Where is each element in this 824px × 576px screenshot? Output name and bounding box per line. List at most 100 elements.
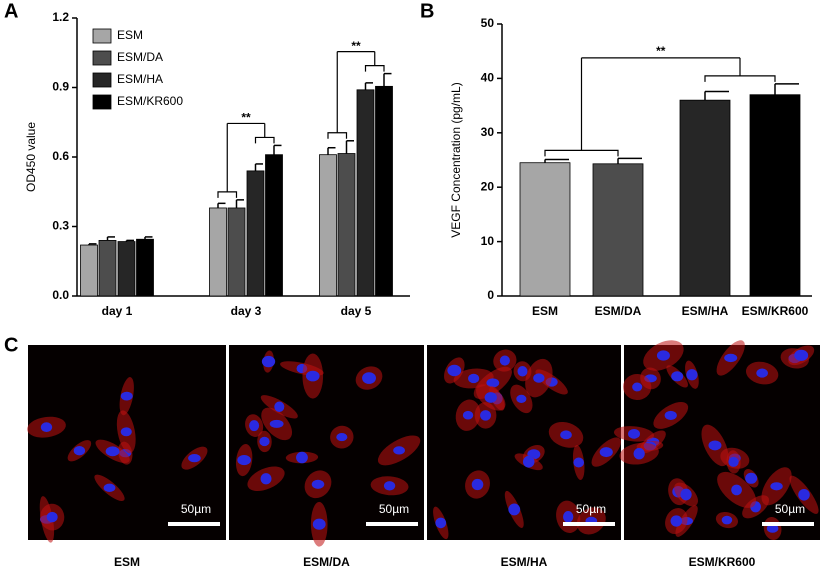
nucleus [671, 371, 684, 382]
nucleus [362, 372, 376, 384]
nucleus [563, 511, 574, 523]
scale-bar [762, 522, 814, 526]
nucleus [462, 410, 474, 420]
nucleus [599, 447, 613, 458]
legend-label: ESM/KR600 [117, 94, 183, 108]
panel-label: C [4, 334, 18, 356]
bracket [704, 75, 776, 82]
nucleus [259, 436, 270, 447]
nucleus [312, 518, 326, 530]
scale-bar [563, 522, 615, 526]
bar [592, 163, 644, 297]
nucleus [756, 368, 768, 378]
bracket [254, 136, 275, 144]
y-tick-label: 0.6 [52, 149, 69, 163]
nucleus [260, 473, 272, 485]
bar [679, 99, 731, 297]
bar [246, 170, 265, 297]
nucleus [516, 394, 527, 403]
panel-label: B [420, 0, 434, 22]
bar [209, 207, 227, 297]
bar [80, 244, 98, 297]
annotation: ** [241, 111, 251, 125]
nucleus [522, 455, 535, 468]
bar [136, 238, 154, 297]
y-tick-label: 0 [487, 288, 494, 302]
x-tick-label: ESM [532, 304, 558, 318]
nucleus [269, 419, 284, 428]
legend-label: ESM [117, 28, 143, 42]
x-tick-label: day 1 [102, 304, 133, 318]
bracket [544, 149, 619, 157]
nucleus [249, 420, 260, 432]
nucleus [628, 428, 640, 439]
nucleus [533, 373, 545, 383]
nucleus [708, 440, 722, 451]
y-tick-label: 30 [481, 125, 495, 139]
nucleus [770, 482, 783, 491]
nucleus [721, 515, 733, 525]
nucleus [274, 401, 285, 413]
scale-bar-label: 50µm [181, 502, 211, 516]
y-tick-label: 40 [481, 71, 495, 85]
nucleus [794, 349, 809, 361]
bar [337, 153, 356, 297]
nucleus [517, 366, 528, 377]
nucleus [261, 355, 276, 368]
nucleus [499, 355, 510, 366]
bar [319, 154, 337, 297]
bracket [364, 65, 385, 72]
nucleus [656, 350, 670, 361]
nucleus [766, 524, 779, 533]
nucleus [435, 517, 447, 529]
bracket [327, 132, 348, 139]
nucleus [103, 483, 116, 492]
nucleus [508, 503, 521, 516]
nucleus [670, 515, 683, 527]
bar [227, 207, 246, 297]
nucleus [680, 488, 692, 501]
nucleus [560, 430, 572, 440]
nucleus [731, 484, 742, 496]
y-axis-label: VEGF Concentration (pg/mL) [449, 82, 463, 237]
scale-bar [366, 522, 418, 526]
annotation: ** [351, 39, 361, 53]
x-tick-label: ESM/HA [682, 304, 729, 318]
scale-bar [168, 522, 220, 526]
x-tick-label: day 5 [341, 304, 372, 318]
nucleus [728, 456, 739, 467]
y-tick-label: 0.0 [52, 288, 69, 302]
nucleus [471, 478, 484, 491]
nucleus [686, 369, 698, 381]
nucleus [447, 364, 462, 377]
nucleus [120, 427, 132, 437]
nucleus [73, 446, 86, 456]
nucleus [336, 433, 348, 442]
nucleus [798, 488, 810, 501]
nucleus [188, 453, 201, 463]
y-tick-label: 20 [481, 179, 495, 193]
bar [356, 89, 375, 297]
image-label: ESM/DA [303, 555, 350, 569]
nucleus [237, 455, 251, 466]
nucleus [120, 391, 133, 401]
nucleus [383, 481, 396, 491]
legend-swatch [92, 50, 112, 66]
nucleus [40, 422, 53, 433]
panel-label: A [4, 0, 18, 22]
nucleus [745, 472, 758, 484]
bar [375, 85, 393, 297]
image-label: ESM [114, 555, 140, 569]
bar [117, 241, 136, 297]
bar [519, 162, 571, 297]
legend-label: ESM/HA [117, 72, 163, 86]
x-tick-label: day 3 [231, 304, 262, 318]
nucleus [311, 479, 325, 489]
nucleus [46, 511, 58, 523]
y-tick-label: 10 [481, 234, 495, 248]
x-tick-label: ESM/DA [595, 304, 642, 318]
nucleus [105, 446, 120, 457]
legend-swatch [92, 94, 112, 110]
y-tick-label: 1.2 [52, 10, 69, 24]
